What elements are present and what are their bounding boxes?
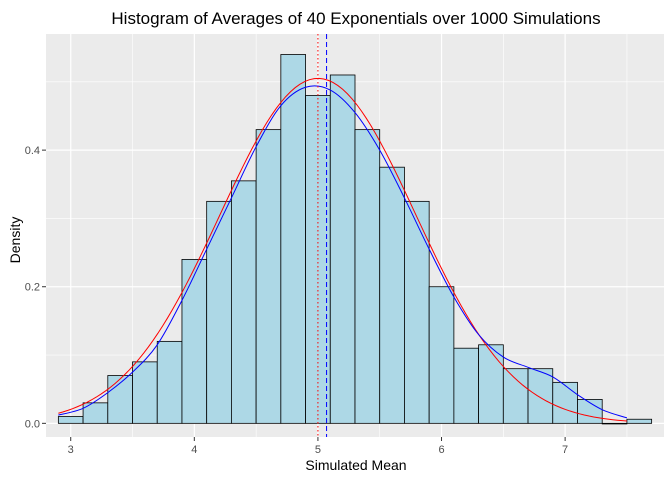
- normal-curve: [58, 77, 627, 422]
- histogram-bar: [379, 166, 405, 424]
- x-tick-label: 3: [68, 444, 74, 456]
- histogram-bar: [230, 180, 257, 424]
- y-tick-label: 0.2: [25, 282, 40, 294]
- histogram-bar: [206, 200, 232, 424]
- histogram-bar: [329, 74, 356, 424]
- x-tick-label: 5: [315, 444, 321, 456]
- x-tick-label: 4: [191, 444, 197, 456]
- x-axis-title: Simulated Mean: [305, 457, 406, 473]
- histogram-bar: [255, 129, 282, 424]
- x-tick-label: 7: [562, 444, 568, 456]
- histogram-bar: [478, 344, 504, 424]
- histogram-bar: [181, 259, 208, 424]
- histogram-bar: [502, 368, 529, 424]
- histogram-bar: [428, 286, 455, 424]
- curves: [58, 77, 628, 422]
- x-axis-ticks: 3 4 5 6 7: [68, 437, 568, 456]
- histogram-bar: [404, 200, 430, 424]
- histogram-bar: [527, 368, 554, 424]
- reference-lines: [317, 34, 328, 437]
- histogram-bar: [601, 422, 628, 425]
- chart-title: Histogram of Averages of 40 Exponentials…: [111, 9, 600, 28]
- density-curve: [58, 85, 628, 419]
- histogram-bar: [280, 54, 306, 424]
- histogram-bar: [626, 418, 653, 424]
- histogram-bar: [453, 347, 480, 424]
- histogram-bars: [57, 54, 653, 425]
- histogram-bar: [132, 361, 158, 424]
- y-tick-label: 0.4: [25, 145, 40, 157]
- histogram-bar: [57, 416, 84, 424]
- y-tick-label: 0.0: [25, 418, 40, 430]
- histogram-bar: [552, 381, 578, 424]
- histogram-bar: [156, 340, 183, 424]
- y-axis-title: Density: [7, 217, 23, 264]
- histogram-bar: [354, 129, 381, 424]
- y-axis-ticks: 0.0 0.2 0.4: [25, 145, 46, 430]
- x-tick-label: 6: [438, 444, 444, 456]
